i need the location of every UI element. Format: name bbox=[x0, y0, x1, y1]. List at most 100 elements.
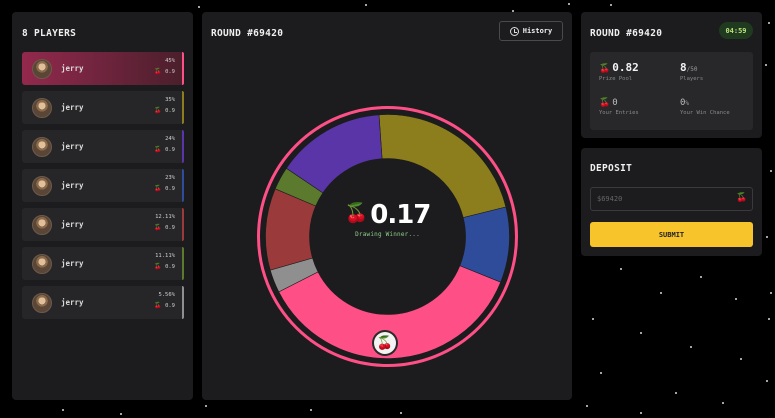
player-avatar bbox=[32, 175, 52, 196]
player-percent: 24% bbox=[165, 136, 175, 142]
player-stats: 5.56% 🍒 0.9 bbox=[154, 292, 175, 309]
player-row[interactable]: jerry 24% 🍒 0.9 bbox=[22, 130, 184, 163]
player-amount: 🍒 0.9 bbox=[154, 146, 175, 153]
player-amount: 🍒 0.9 bbox=[154, 68, 175, 75]
player-list: jerry 45% 🍒 0.9 jerry 35% 🍒 0.9 jerry 24% 🍒 0.9 j… bbox=[22, 52, 184, 325]
player-row[interactable]: jerry 11.11% 🍒 0.9 bbox=[22, 247, 184, 280]
player-avatar bbox=[32, 58, 52, 79]
pot-amount: 🍒 0.17 bbox=[255, 200, 520, 230]
cherry-icon: 🍒 bbox=[344, 202, 369, 224]
player-percent: 11.11% bbox=[155, 253, 175, 259]
star bbox=[198, 6, 200, 8]
player-amount-value: 0.9 bbox=[165, 225, 175, 231]
star bbox=[400, 412, 402, 414]
player-name: jerry bbox=[61, 142, 84, 151]
history-label: History bbox=[522, 27, 553, 35]
star bbox=[700, 276, 702, 278]
player-amount-value: 0.9 bbox=[165, 303, 175, 309]
win-chance-value: 0 bbox=[680, 98, 686, 108]
player-percent: 45% bbox=[165, 58, 175, 64]
star bbox=[640, 332, 642, 334]
star bbox=[768, 318, 770, 320]
player-color-edge bbox=[182, 169, 184, 202]
players-panel: 8 PLAYERS jerry 45% 🍒 0.9 jerry 35% 🍒 0.9 jerr… bbox=[12, 12, 193, 400]
player-stats: 11.11% 🍒 0.9 bbox=[154, 253, 175, 270]
player-amount: 🍒 0.9 bbox=[154, 107, 175, 114]
star bbox=[740, 358, 742, 360]
win-chance-suffix: % bbox=[685, 100, 690, 107]
wheel-svg bbox=[257, 106, 518, 367]
player-stats: 12.11% 🍒 0.9 bbox=[154, 214, 175, 231]
round-title: ROUND #69420 bbox=[211, 28, 284, 39]
players-max: /50 bbox=[686, 66, 698, 73]
player-row[interactable]: jerry 35% 🍒 0.9 bbox=[22, 91, 184, 124]
cherry-icon: 🍒 bbox=[599, 64, 611, 74]
star bbox=[675, 392, 677, 394]
player-name: jerry bbox=[61, 103, 84, 112]
player-stats: 24% 🍒 0.9 bbox=[154, 136, 175, 153]
player-percent: 5.56% bbox=[158, 292, 175, 298]
prize-pool-value: 0.82 bbox=[612, 61, 639, 74]
players-title: 8 PLAYERS bbox=[22, 28, 77, 39]
win-chance-label: Your Win Chance bbox=[680, 110, 730, 116]
player-amount: 🍒 0.9 bbox=[154, 224, 175, 231]
prize-pool-label: Prize Pool bbox=[599, 76, 633, 82]
player-amount-value: 0.9 bbox=[165, 69, 175, 75]
player-name: jerry bbox=[61, 220, 84, 229]
star bbox=[600, 372, 602, 374]
player-row[interactable]: jerry 45% 🍒 0.9 bbox=[22, 52, 184, 85]
player-avatar bbox=[32, 214, 52, 235]
player-percent: 23% bbox=[165, 175, 175, 181]
star bbox=[205, 405, 207, 407]
drawing-status: Drawing Winner... bbox=[355, 231, 420, 238]
submit-button[interactable]: SUBMIT bbox=[590, 222, 753, 247]
player-avatar bbox=[32, 97, 52, 118]
star bbox=[62, 409, 64, 411]
star bbox=[660, 292, 662, 294]
player-stats: 23% 🍒 0.9 bbox=[154, 175, 175, 192]
wheel-segment-purple bbox=[285, 114, 383, 194]
player-color-edge bbox=[182, 130, 184, 163]
star bbox=[765, 64, 767, 66]
players-count: 8 bbox=[680, 61, 687, 74]
star bbox=[310, 409, 312, 411]
player-color-edge bbox=[182, 286, 184, 319]
star bbox=[620, 268, 622, 270]
player-row[interactable]: jerry 23% 🍒 0.9 bbox=[22, 169, 184, 202]
info-round-title: ROUND #69420 bbox=[590, 28, 663, 39]
player-amount: 🍒 0.9 bbox=[154, 185, 175, 192]
entries-value: 0 bbox=[612, 98, 618, 108]
player-name: jerry bbox=[61, 181, 84, 190]
prize-pool-stat: 🍒 0.82 Prize Pool bbox=[599, 61, 639, 82]
deposit-panel: DEPOSIT 🍒 SUBMIT bbox=[581, 148, 762, 256]
player-amount: 🍒 0.9 bbox=[154, 302, 175, 309]
history-button[interactable]: History bbox=[499, 21, 563, 41]
player-color-edge bbox=[182, 91, 184, 124]
player-color-edge bbox=[182, 247, 184, 280]
star bbox=[766, 380, 768, 382]
player-avatar bbox=[32, 136, 52, 157]
star bbox=[722, 402, 724, 404]
player-name: jerry bbox=[61, 298, 84, 307]
star bbox=[770, 292, 772, 294]
player-row[interactable]: jerry 12.11% 🍒 0.9 bbox=[22, 208, 184, 241]
player-amount-value: 0.9 bbox=[165, 186, 175, 192]
star bbox=[586, 405, 588, 407]
cherry-icon: 🍒 bbox=[154, 224, 162, 231]
star bbox=[592, 318, 594, 320]
win-chance-stat: 0% Your Win Chance bbox=[680, 98, 730, 116]
star bbox=[735, 298, 737, 300]
deposit-input[interactable] bbox=[590, 187, 753, 211]
deposit-title: DEPOSIT bbox=[590, 163, 633, 174]
cherry-icon: 🍒 bbox=[154, 263, 162, 270]
player-row[interactable]: jerry 5.56% 🍒 0.9 bbox=[22, 286, 184, 319]
star bbox=[766, 236, 768, 238]
player-color-edge bbox=[182, 52, 184, 85]
pot-value: 0.17 bbox=[370, 200, 431, 230]
player-avatar bbox=[32, 292, 52, 313]
players-label: Players bbox=[680, 76, 704, 82]
player-color-edge bbox=[182, 208, 184, 241]
player-amount-value: 0.9 bbox=[165, 264, 175, 270]
star bbox=[770, 170, 772, 172]
player-amount-value: 0.9 bbox=[165, 147, 175, 153]
